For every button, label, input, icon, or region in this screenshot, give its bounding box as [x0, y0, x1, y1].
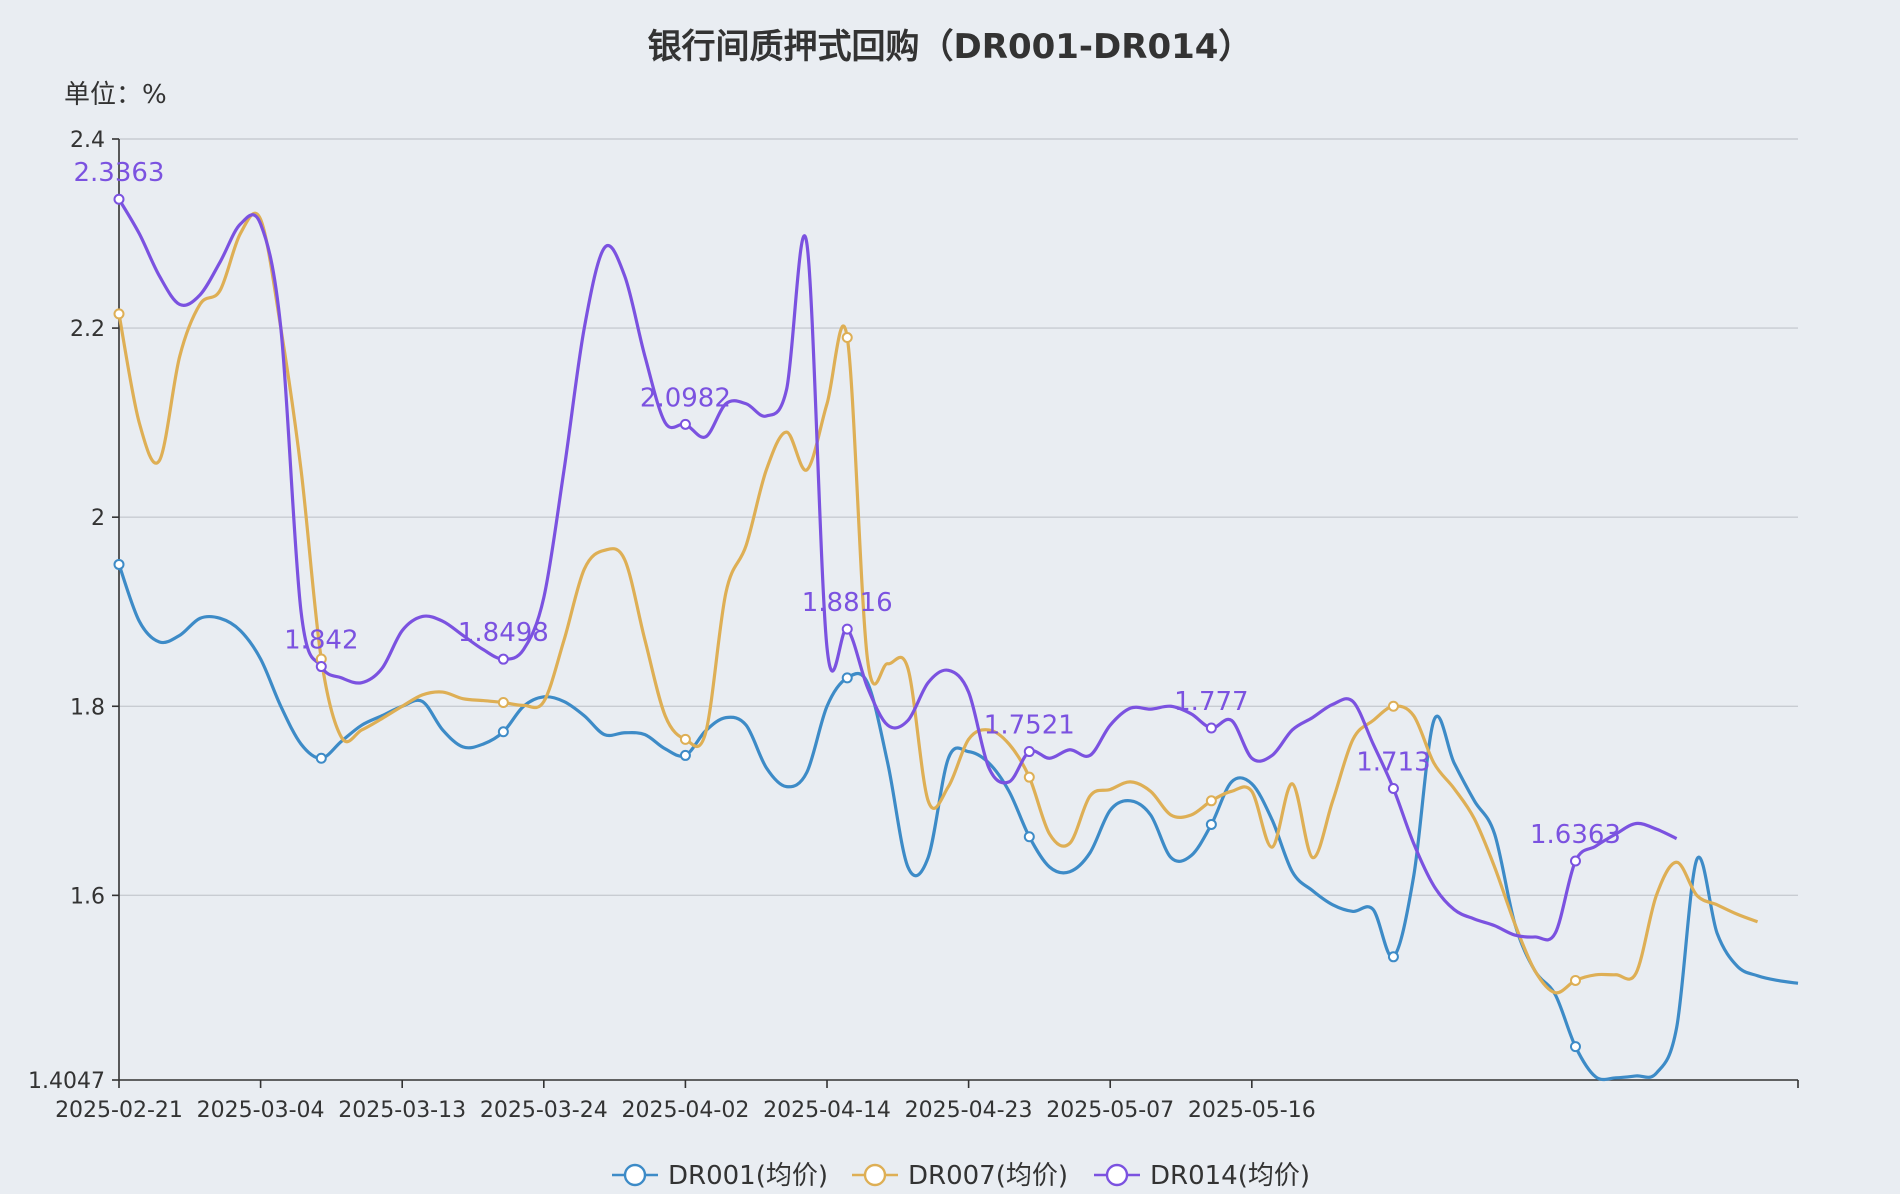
- data-label: 2.3363: [74, 158, 165, 188]
- x-tick-label: 2025-04-14: [763, 1098, 891, 1123]
- y-tick-label: 2: [91, 506, 105, 531]
- x-tick-label: 2025-03-04: [197, 1098, 325, 1123]
- data-label: 1.8498: [458, 618, 549, 648]
- data-point-dr007: [113, 308, 125, 320]
- data-point-dr014: [113, 193, 125, 205]
- x-tick-label: 2025-04-23: [905, 1098, 1033, 1123]
- data-point-dr014: [1023, 746, 1035, 758]
- x-tick-label: 2025-05-07: [1046, 1098, 1174, 1123]
- data-point-dr001: [1569, 1041, 1581, 1053]
- data-point-dr014: [497, 653, 509, 665]
- data-point-dr001: [679, 749, 691, 761]
- x-tick-label: 2025-02-21: [55, 1098, 183, 1123]
- data-point-dr001: [1205, 818, 1217, 830]
- y-tick-label: 1.6: [70, 884, 105, 909]
- legend-label: DR014(均价): [1150, 1161, 1310, 1191]
- legend-circle-icon: [863, 1163, 887, 1187]
- y-tick-label: 1.4047: [28, 1069, 105, 1094]
- data-point-dr014: [1569, 855, 1581, 867]
- data-points: [113, 193, 1581, 1053]
- axes: 1.4047 1.6 1.8 2 2.2 2.4 2025-02-21 2025-03-04 2…: [28, 128, 1799, 1123]
- data-point-dr014: [679, 418, 691, 430]
- data-point-dr001: [1023, 831, 1035, 843]
- data-point-dr014: [841, 623, 853, 635]
- data-label: 1.7521: [984, 711, 1075, 741]
- data-point-dr001: [315, 752, 327, 764]
- data-point-dr001: [841, 672, 853, 684]
- y-tick-label: 1.8: [70, 695, 105, 720]
- data-point-dr007: [841, 332, 853, 344]
- series-line-dr007: [117, 211, 1759, 995]
- x-tick-label: 2025-03-13: [338, 1098, 466, 1123]
- data-point-dr014: [1205, 722, 1217, 734]
- x-tick-label: 2025-04-02: [621, 1098, 749, 1123]
- data-point-dr014: [1387, 783, 1399, 795]
- data-label: 1.842: [284, 626, 358, 656]
- data-point-dr007: [679, 733, 691, 745]
- grid-lines: [119, 138, 1798, 897]
- legend-circle-icon: [1105, 1163, 1129, 1187]
- legend-label: DR007(均价): [908, 1161, 1068, 1191]
- x-tick-label: 2025-05-16: [1188, 1098, 1316, 1123]
- legend-label: DR001(均价): [668, 1161, 828, 1191]
- legend[interactable]: DR001(均价) DR007(均价) DR014(均价): [612, 1161, 1310, 1191]
- data-label: 2.0982: [640, 383, 731, 413]
- data-point-dr007: [1205, 795, 1217, 807]
- data-point-dr001: [113, 558, 125, 570]
- y-tick-label: 2.4: [70, 128, 105, 153]
- legend-circle-icon: [623, 1163, 647, 1187]
- chart-title: 银行间质押式回购（DR001-DR014）: [648, 27, 1253, 67]
- data-label: 1.713: [1356, 748, 1430, 778]
- data-label: 1.6363: [1530, 820, 1621, 850]
- unit-label: 单位：%: [64, 80, 167, 110]
- data-label: 1.8816: [802, 588, 893, 618]
- data-label: 1.777: [1174, 687, 1248, 717]
- data-point-dr001: [497, 726, 509, 738]
- legend-item-dr014[interactable]: DR014(均价): [1094, 1161, 1310, 1191]
- series-lines: [117, 198, 1799, 1082]
- x-tick-label: 2025-03-24: [480, 1098, 608, 1123]
- data-labels: 2.3363 1.842 1.8498 2.0982 1.8816 1.7521 1.777…: [74, 158, 1621, 850]
- y-tick-label: 2.2: [70, 317, 105, 342]
- legend-item-dr007[interactable]: DR007(均价): [852, 1161, 1068, 1191]
- data-point-dr007: [497, 696, 509, 708]
- data-point-dr007: [1387, 700, 1399, 712]
- data-point-dr007: [1569, 974, 1581, 986]
- data-point-dr001: [1387, 951, 1399, 963]
- data-point-dr007: [1023, 771, 1035, 783]
- legend-item-dr001[interactable]: DR001(均价): [612, 1161, 828, 1191]
- data-point-dr014: [315, 661, 327, 673]
